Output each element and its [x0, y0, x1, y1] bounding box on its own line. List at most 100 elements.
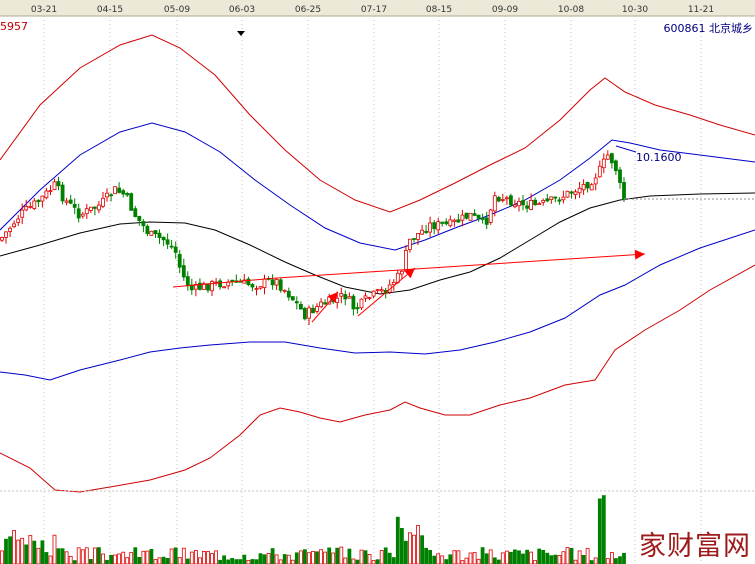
candle-body: [4, 231, 8, 238]
candle-body: [307, 307, 311, 319]
candle-body: [610, 153, 614, 164]
candle-body: [165, 239, 170, 245]
volume-bar: [513, 549, 517, 564]
candle-body: [36, 199, 41, 203]
candle-body: [484, 217, 489, 225]
x-tick-label: 10-30: [622, 5, 648, 15]
candle-body: [177, 253, 182, 268]
watermark-text: 家财富网: [639, 531, 751, 562]
volume-bar: [125, 557, 130, 564]
rebound-arrow-2-head: [404, 268, 415, 279]
candle-body: [513, 204, 517, 208]
volume-bar: [339, 546, 344, 564]
candle-body: [64, 200, 69, 203]
volume-bar: [593, 557, 598, 564]
volume-bar: [242, 554, 247, 564]
volume-bar: [601, 495, 606, 564]
volume-bar: [420, 535, 425, 564]
candle-body: [541, 199, 546, 203]
candle-body: [464, 212, 469, 219]
volume-bar: [412, 534, 416, 564]
candle-body: [367, 297, 372, 300]
volume-bar: [165, 558, 170, 564]
candle-body: [614, 160, 618, 172]
candle-body: [113, 186, 117, 195]
candle-body: [230, 279, 235, 282]
candle-body: [201, 283, 206, 290]
x-tick-label: 09-09: [492, 5, 518, 15]
candle-body: [561, 196, 566, 201]
candle-body: [173, 246, 178, 253]
candle-body: [339, 293, 344, 297]
volume-bar: [32, 540, 37, 564]
volume-bar: [105, 559, 109, 564]
candle-body: [181, 265, 186, 278]
volume-bar: [537, 548, 542, 564]
candle-body: [517, 200, 521, 207]
candle-body: [270, 279, 275, 286]
volume-bar: [12, 530, 17, 564]
candle-body: [68, 199, 73, 204]
candle-body: [379, 289, 384, 292]
volume-bar: [561, 551, 566, 564]
volume-bar: [375, 559, 380, 564]
candle-body: [496, 196, 501, 202]
candle-body: [254, 288, 259, 290]
volume-bar: [189, 551, 194, 564]
candle-body: [391, 281, 396, 286]
candle-body: [274, 278, 279, 286]
volume-bar: [557, 555, 562, 564]
x-tick-label: 05-09: [164, 5, 190, 15]
volume-bar: [399, 528, 404, 564]
volume-bar: [302, 549, 307, 564]
candle-body: [206, 283, 210, 291]
candle-body: [622, 182, 626, 200]
volume-bar: [496, 559, 501, 564]
middle-average-line: [0, 192, 755, 295]
volume-bar: [379, 550, 384, 564]
volume-bar: [137, 557, 142, 564]
long-trend-arrow: [276, 253, 646, 279]
candle-body: [323, 302, 328, 305]
volume-bar: [197, 557, 202, 564]
volume-bar: [307, 552, 311, 564]
x-tick-label: 10-08: [558, 5, 584, 15]
lower-inner-band-line: [0, 229, 755, 381]
candle-body: [133, 208, 138, 217]
volume-bar: [278, 559, 283, 564]
candle-body: [553, 196, 558, 199]
candle-body: [52, 181, 57, 190]
volume-bar: [533, 560, 537, 564]
volume-bar: [549, 555, 554, 564]
volume-bar: [117, 553, 121, 564]
candle-body: [315, 306, 319, 312]
candle-body: [432, 222, 437, 230]
last-price-label: 10.1600: [636, 151, 682, 164]
volume-bar: [541, 550, 546, 564]
candle-body: [585, 181, 590, 189]
volume-bar: [614, 558, 618, 564]
x-tick-label: 06-03: [229, 5, 255, 15]
volume-bar: [323, 551, 328, 564]
candle-body: [109, 194, 113, 197]
long-trend-arrow-head: [634, 249, 645, 260]
volume-bar: [286, 554, 291, 564]
volume-bar: [28, 535, 33, 564]
volume-bar: [432, 555, 437, 564]
candle-body: [48, 190, 53, 193]
candle-body: [56, 181, 61, 187]
candle-body: [403, 249, 408, 272]
volume-bar: [347, 548, 352, 564]
volume-bar: [145, 550, 150, 564]
volume-bar: [355, 559, 360, 564]
candle-body: [529, 199, 533, 210]
volume-bar: [294, 552, 299, 564]
volume-bar: [480, 547, 485, 564]
candle-body: [141, 221, 146, 227]
volume-bar: [177, 557, 182, 564]
candle-body: [593, 177, 598, 185]
candle-body: [101, 197, 105, 207]
candle-body: [521, 200, 525, 206]
candle-body: [286, 290, 291, 298]
volume-bar: [573, 559, 578, 564]
